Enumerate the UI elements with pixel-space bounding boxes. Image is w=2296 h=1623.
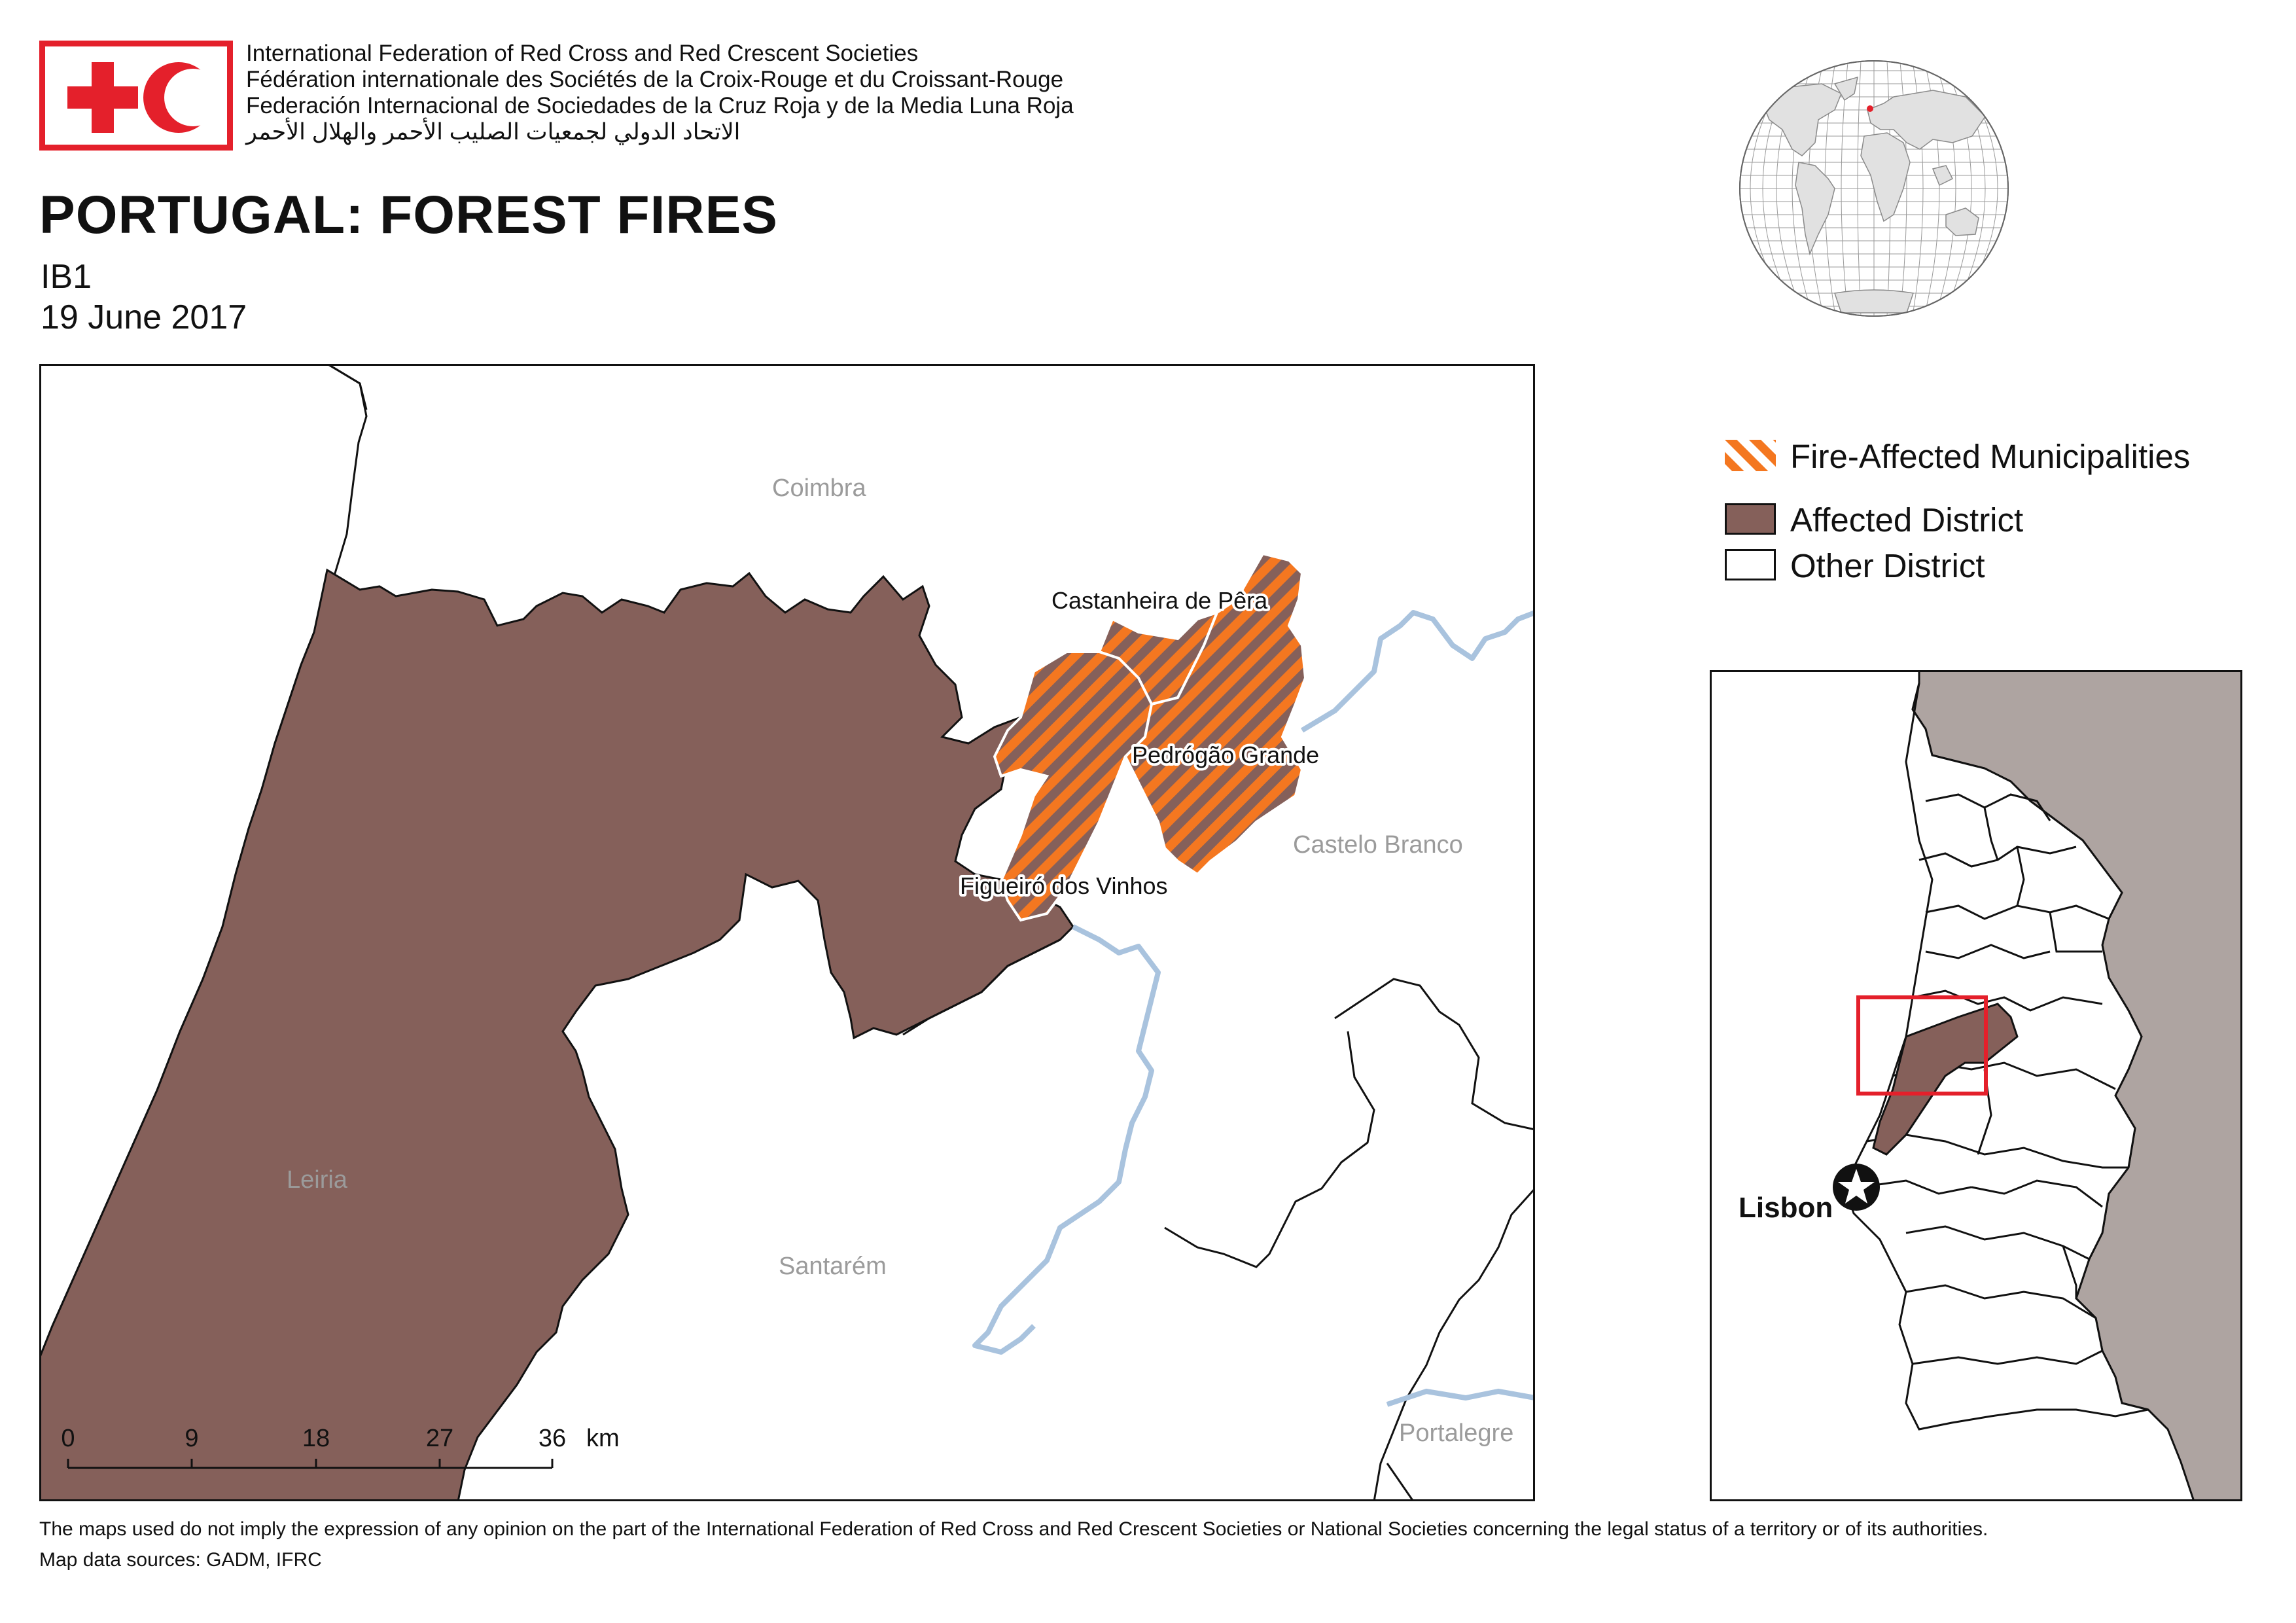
scale-unit: km bbox=[586, 1425, 620, 1452]
map-sources-text: Map data sources: GADM, IFRC bbox=[39, 1549, 322, 1571]
portalegre-river bbox=[1386, 1388, 1535, 1407]
scale-tick-9: 9 bbox=[185, 1425, 198, 1452]
label-figueiro-dos-vinhos: Figueiró dos Vinhos bbox=[960, 872, 1168, 899]
tejo-river-north bbox=[1300, 610, 1535, 733]
figueiro-dos-vinhos-area bbox=[993, 651, 1154, 922]
portalegre-boundary bbox=[1164, 978, 1535, 1501]
map-title: PORTUGAL: FOREST FIRES bbox=[39, 185, 778, 245]
org-name-en: International Federation of Red Cross an… bbox=[246, 41, 919, 66]
leiria-district bbox=[39, 568, 1074, 1501]
hatched-swatch bbox=[1725, 440, 1776, 471]
organization-names: International Federation of Red Cross an… bbox=[246, 41, 1074, 145]
scale-bar: 0 9 18 27 36 km bbox=[61, 1425, 620, 1469]
map-code: IB1 bbox=[41, 258, 92, 296]
fire-affected-municipalities bbox=[993, 552, 1307, 922]
district-boundary-east bbox=[902, 938, 1061, 1036]
north-coast bbox=[327, 364, 368, 410]
zoom-extent-box bbox=[1856, 995, 1988, 1096]
legend-label-other-district: Other District bbox=[1790, 547, 1985, 584]
world-locator-map bbox=[1739, 60, 2009, 317]
other-district-swatch bbox=[1725, 549, 1776, 580]
lisbon-star-icon bbox=[1833, 1164, 1880, 1211]
portugal-inset-map: Lisbon bbox=[1710, 670, 2242, 1501]
map-date: 19 June 2017 bbox=[41, 298, 247, 336]
scale-tick-18: 18 bbox=[302, 1425, 330, 1452]
org-name-ar: الاتحاد الدولي لجمعيات الصليب الأحمر وال… bbox=[246, 119, 741, 145]
label-lisbon: Lisbon bbox=[1739, 1192, 1833, 1224]
inset-leiria-district bbox=[1872, 1003, 2019, 1156]
legend-label-fire-affected: Fire-Affected Municipalities bbox=[1790, 438, 2191, 475]
org-name-fr: Fédération internationale des Sociétés d… bbox=[246, 67, 1064, 92]
graticule bbox=[1740, 61, 2008, 316]
portugal-location-dot bbox=[1867, 105, 1873, 112]
label-castanheira-de-pera: Castanheira de Pêra bbox=[1051, 587, 1268, 614]
org-name-es: Federación Internacional de Sociedades d… bbox=[246, 93, 1074, 118]
red-cross-red-crescent-icon bbox=[67, 62, 222, 133]
inset-map-frame bbox=[1710, 670, 2242, 1501]
label-castelo-branco: Castelo Branco bbox=[1293, 831, 1463, 859]
zezere-river bbox=[972, 924, 1161, 1355]
scale-tick-27: 27 bbox=[426, 1425, 453, 1452]
main-map: Coimbra Castelo Branco Leiria Santarém P… bbox=[39, 364, 1535, 1501]
portugal-outline bbox=[1846, 683, 2149, 1431]
disclaimer-text: The maps used do not imply the expressio… bbox=[39, 1518, 1988, 1540]
scale-tick-36: 36 bbox=[539, 1425, 566, 1452]
continents bbox=[1762, 76, 1986, 313]
ifrc-logo bbox=[39, 41, 233, 151]
label-santarem: Santarém bbox=[779, 1253, 887, 1280]
legend-label-affected-district: Affected District bbox=[1790, 501, 2024, 539]
label-pedrogao-grande: Pedrógão Grande bbox=[1132, 741, 1319, 768]
scale-tick-0: 0 bbox=[61, 1425, 75, 1452]
pedrogao-grande-area bbox=[1123, 552, 1307, 876]
label-coimbra: Coimbra bbox=[772, 474, 866, 502]
label-leiria: Leiria bbox=[287, 1166, 348, 1194]
district-borders bbox=[1860, 793, 2128, 1365]
affected-district-swatch bbox=[1725, 503, 1776, 535]
main-map-frame bbox=[39, 364, 1535, 1501]
label-portalegre: Portalegre bbox=[1399, 1419, 1513, 1447]
